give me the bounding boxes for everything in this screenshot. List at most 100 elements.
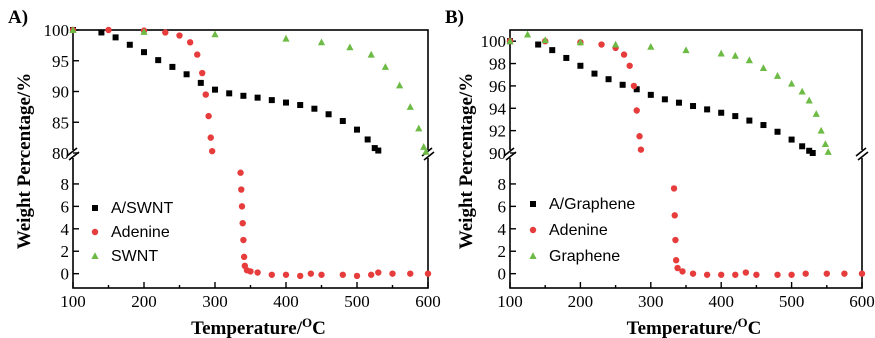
data-point xyxy=(806,147,813,154)
data-point xyxy=(368,271,375,278)
data-point xyxy=(718,271,725,278)
y-tick-label: 4 xyxy=(498,220,507,239)
y-tick-label: 8 xyxy=(61,175,70,194)
data-point xyxy=(821,140,829,148)
data-point xyxy=(809,150,816,156)
data-point xyxy=(732,113,739,120)
chart-panel-a: 100 200 300 400 500 600 80 85 90 95 100 0 2 4 6 8 A) Weig… xyxy=(8,7,441,338)
legend-item: A/Graphene xyxy=(530,196,635,213)
data-point xyxy=(760,122,767,129)
data-point xyxy=(598,41,605,48)
x-tick-label: 600 xyxy=(415,292,441,311)
legend-marker xyxy=(529,252,537,259)
x-tick-label: 100 xyxy=(60,292,86,311)
data-point xyxy=(237,169,244,176)
data-point xyxy=(205,112,212,120)
y-axis-title: Weight Percentage/% xyxy=(14,73,35,249)
y-tick-label: 4 xyxy=(61,220,70,239)
data-point xyxy=(307,270,315,277)
y-tick-label: 85 xyxy=(52,113,69,132)
data-point xyxy=(381,63,389,70)
data-point xyxy=(788,136,795,143)
data-point xyxy=(140,28,148,35)
data-point xyxy=(240,236,247,244)
data-point xyxy=(424,270,432,277)
legend-marker xyxy=(529,226,537,234)
series-adenine xyxy=(69,26,432,280)
data-point xyxy=(679,268,686,275)
data-point xyxy=(774,128,781,135)
x-tick-label: 400 xyxy=(273,292,299,311)
data-point xyxy=(805,96,813,104)
y-tick-label: 80 xyxy=(52,144,69,163)
data-point xyxy=(636,133,643,140)
y-tick-label: 90 xyxy=(52,83,69,102)
x-axis-title: Temperature/OC xyxy=(627,315,762,338)
data-point xyxy=(297,272,304,280)
data-point xyxy=(802,270,809,277)
data-point xyxy=(637,146,645,153)
data-point xyxy=(155,57,162,64)
data-point xyxy=(375,269,382,276)
data-point xyxy=(238,203,246,210)
data-point xyxy=(211,30,219,38)
series-adenine xyxy=(506,37,866,278)
data-point xyxy=(704,106,711,113)
data-point xyxy=(812,110,820,117)
data-point xyxy=(420,143,428,150)
data-point xyxy=(254,269,261,276)
y-tick-label: 90 xyxy=(489,144,506,163)
legend-marker xyxy=(530,201,536,207)
data-point xyxy=(619,81,626,88)
x-tick-label: 500 xyxy=(344,292,370,311)
legend-label: Adenine xyxy=(111,224,170,241)
data-point xyxy=(671,212,678,219)
legend-item: Adenine xyxy=(529,222,608,239)
data-point xyxy=(672,257,680,264)
data-point xyxy=(524,30,532,38)
x-tick-label: 500 xyxy=(779,292,805,311)
y-tick-label: 95 xyxy=(52,52,69,71)
data-point xyxy=(670,185,678,192)
data-point xyxy=(240,92,247,99)
data-point xyxy=(535,41,542,48)
legend-item: Graphene xyxy=(529,248,620,265)
data-point xyxy=(858,270,866,277)
legend-label: A/SWNT xyxy=(111,200,173,217)
x-axis-title: Temperature/OC xyxy=(191,315,326,338)
data-point xyxy=(212,86,218,93)
legend-label: A/Graphene xyxy=(549,196,635,213)
data-point xyxy=(98,29,105,36)
legend-item: Adenine xyxy=(91,224,170,241)
legend-marker xyxy=(91,228,99,236)
data-point xyxy=(605,76,612,83)
data-point xyxy=(633,107,640,114)
data-point xyxy=(354,126,360,133)
data-point xyxy=(396,81,404,89)
data-point xyxy=(283,99,289,106)
data-point xyxy=(240,253,248,261)
legend: A/Graphene Adenine Graphene xyxy=(529,196,635,265)
series-a-graphene xyxy=(507,38,816,156)
data-point xyxy=(407,270,414,277)
data-point xyxy=(675,99,682,106)
data-point xyxy=(268,97,275,104)
data-point xyxy=(176,32,183,39)
data-point xyxy=(112,34,119,41)
data-point xyxy=(339,118,346,125)
data-point xyxy=(689,270,697,277)
data-point xyxy=(563,54,570,61)
data-point xyxy=(647,91,654,98)
data-point xyxy=(682,46,690,54)
y-tick-label: 96 xyxy=(489,77,506,96)
data-point xyxy=(406,103,414,110)
data-point xyxy=(753,271,760,278)
y-tick-label: 100 xyxy=(44,21,70,40)
data-point xyxy=(197,79,204,86)
data-point xyxy=(773,72,782,79)
legend-label: Graphene xyxy=(549,248,620,265)
x-axis-title-text: Temperature/ xyxy=(191,318,303,338)
axis-break-gap xyxy=(504,150,516,158)
x-axis-title-unit: C xyxy=(312,318,326,338)
data-point xyxy=(311,105,318,112)
